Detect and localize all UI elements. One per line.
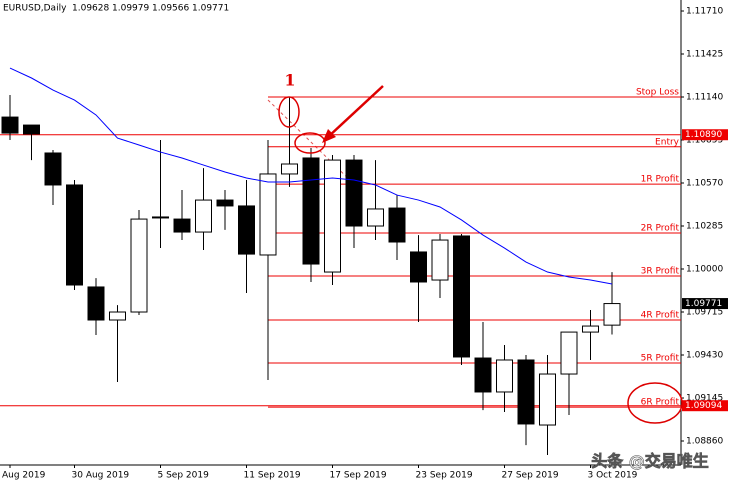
candle-body — [152, 216, 169, 219]
y-tick-label: 1.09715 — [686, 308, 723, 318]
highlight-circle — [627, 382, 683, 424]
y-tick-label: 1.11710 — [686, 7, 723, 17]
candle-body — [1, 116, 19, 134]
x-tick-label: 11 Sep 2019 — [244, 471, 301, 481]
price-box — [682, 400, 728, 412]
x-tick-label: 30 Aug 2019 — [72, 471, 130, 481]
candle-body — [130, 218, 148, 313]
symbol: EURUSD,Daily — [3, 4, 67, 14]
x-tick-label: 5 Sep 2019 — [158, 471, 210, 481]
candle-body — [367, 208, 384, 227]
last-price-box — [682, 298, 728, 310]
level-label: 6R Profit — [641, 398, 680, 408]
y-tick-label: 1.10285 — [686, 222, 723, 232]
price-box — [682, 129, 728, 141]
candle-body — [87, 286, 105, 321]
level-label: Stop Loss — [636, 88, 679, 98]
arrow — [327, 85, 384, 138]
candle-body — [410, 251, 427, 283]
y-tick-label: 1.09430 — [686, 351, 723, 361]
y-tick-label: 1.11140 — [686, 93, 723, 103]
price-box-label: 1.10890 — [685, 130, 722, 140]
header-value: 1.09771 — [192, 4, 229, 14]
y-tick-label: 1.10000 — [686, 265, 723, 275]
price-box-label: 1.09094 — [685, 401, 722, 411]
candle-body — [23, 124, 40, 135]
highlight-circle — [294, 132, 326, 154]
candle-body — [109, 311, 126, 321]
x-tick-label: 27 Sep 2019 — [502, 471, 559, 481]
level-label: 1R Profit — [641, 175, 680, 185]
level-label: Entry — [655, 137, 680, 147]
arrow-head — [322, 129, 336, 143]
y-tick-label: 1.08860 — [686, 437, 723, 447]
candle-body — [388, 207, 406, 243]
y-tick-label: 1.11425 — [686, 50, 723, 60]
x-tick-label: 23 Sep 2019 — [416, 471, 473, 481]
level-label: 5R Profit — [641, 354, 680, 364]
candle-body — [539, 373, 556, 426]
candle-body — [496, 359, 513, 393]
candle-body — [431, 239, 449, 281]
highlight-circle — [278, 96, 300, 128]
x-tick-label: Aug 2019 — [2, 471, 46, 481]
candle-body — [281, 163, 298, 175]
candle-body — [345, 159, 363, 227]
header-value: 1.09628 — [72, 4, 109, 14]
header-value: 1.09979 — [112, 4, 149, 14]
x-tick-label: 3 Oct 2019 — [588, 471, 638, 481]
y-tick-label: 1.10855 — [686, 136, 723, 146]
last-price-label: 1.09771 — [685, 299, 722, 309]
candle-body — [173, 218, 191, 233]
candle-body — [324, 159, 341, 273]
candle-body — [603, 303, 621, 326]
candle-body — [560, 331, 578, 375]
header: EURUSD,Daily — [3, 4, 67, 14]
candle-body — [582, 325, 599, 333]
candle-body — [195, 199, 212, 233]
candle-body — [453, 235, 470, 358]
watermark: 头条 @交易唯生 — [591, 452, 709, 471]
annotation: 1 — [284, 71, 295, 90]
x-tick-label: 17 Sep 2019 — [330, 471, 387, 481]
candle-body — [66, 184, 83, 286]
candle-body — [474, 357, 492, 393]
level-label: 3R Profit — [641, 266, 680, 276]
candle-body — [302, 157, 320, 265]
y-tick-label: 1.09145 — [686, 394, 723, 404]
candle-body — [44, 152, 62, 186]
moving-average — [9, 67, 613, 285]
level-label: 2R Profit — [641, 223, 680, 233]
candle-body — [517, 359, 535, 425]
level-label: 4R Profit — [641, 311, 680, 321]
candle-body — [259, 173, 277, 256]
candle-body — [216, 199, 234, 207]
candle-body — [238, 205, 255, 255]
header-value: 1.09566 — [152, 4, 189, 14]
y-tick-label: 1.10570 — [686, 179, 723, 189]
